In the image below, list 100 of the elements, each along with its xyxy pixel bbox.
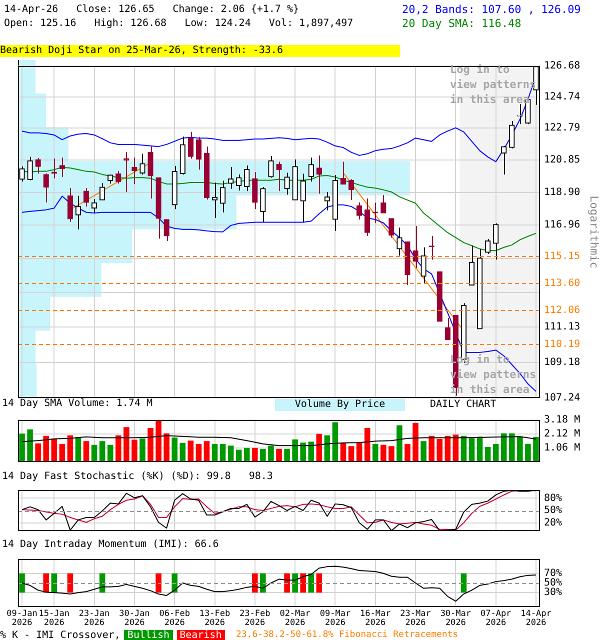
legend-title: % K - IMI Crossover, (0, 630, 120, 640)
candlestick (228, 166, 234, 190)
candlestick (356, 202, 362, 220)
bar (396, 425, 402, 462)
text: 20 Day SMA: 116.48 (402, 17, 522, 30)
x-tick-label: 30-Mar 2026 (440, 608, 472, 628)
y-tick-label: 107.24 (544, 392, 580, 404)
text: Bearish (176, 630, 225, 640)
y-tick-label: 122.79 (544, 122, 580, 134)
candlestick (412, 225, 418, 269)
ref-line-label: 110.19 (544, 339, 580, 350)
bar (468, 438, 475, 462)
chart-title: 14 Day Intraday Momentum (IMI): 66.6 (2, 539, 219, 551)
candlestick (444, 318, 450, 340)
candlestick (75, 195, 82, 230)
candlestick (132, 157, 138, 185)
bar (99, 441, 106, 462)
bar (500, 433, 507, 462)
y-tick-label: 3.18 M (544, 414, 580, 426)
bar (244, 448, 250, 462)
x-tick-label: 23-Feb 2026 (240, 608, 270, 628)
bar (27, 429, 33, 462)
candlestick (91, 198, 98, 214)
candlestick (276, 161, 282, 192)
bar (525, 444, 531, 462)
bar (420, 441, 426, 462)
y-tick-label: 118.90 (544, 186, 580, 198)
ref-line-label: 112.06 (544, 305, 580, 316)
x-tick-label: 13-Feb 2026 (199, 608, 230, 628)
candlestick (396, 227, 402, 256)
x-tick-label: 23-Mar 2026 (400, 608, 431, 628)
bar (124, 427, 130, 462)
text: 20,2 Bands: 107.60 , 126.09 (402, 3, 581, 16)
candlestick (493, 222, 499, 260)
x-tick-label: 23-Jan 2026 (78, 608, 110, 628)
bar (364, 428, 370, 462)
bar (517, 436, 523, 462)
candlestick (236, 174, 242, 191)
y-tick-label: 1.06 M (544, 442, 580, 454)
bar (148, 428, 154, 462)
bar (268, 446, 274, 462)
x-tick-label: 30-Jan 2026 (119, 608, 150, 628)
bar (252, 448, 258, 462)
bar (428, 436, 434, 462)
bar (180, 442, 186, 462)
chart-title: 14-Apr-26 Close: 126.65 Change: 2.06 {+1.7 %} (4, 4, 300, 16)
text: DAILY CHART (430, 399, 496, 411)
text: 23.6-38.2-50-61.8% Fibonacci Retracements (236, 630, 458, 640)
y-tick-label: 20% (544, 517, 562, 528)
chart-title: 14 Day Fast Stochastic (%K) (%D): 99.8 98.3 (2, 471, 273, 483)
bar (509, 433, 515, 462)
candlestick (468, 245, 475, 286)
x-tick-label: 14-Apr 2026 (520, 608, 552, 628)
x-tick-label: 16-Mar 2026 (360, 608, 391, 628)
bar (292, 439, 298, 462)
chart-title: 14 Day SMA Volume: 1.74 M (2, 398, 153, 410)
bar (132, 440, 138, 462)
bar (35, 443, 41, 462)
candlestick (501, 145, 507, 175)
x-tick-label: 09-Jan 2026 (6, 608, 38, 628)
text: Bullish (124, 630, 173, 640)
y-tick-label: 80% (544, 492, 562, 504)
bar (172, 438, 178, 462)
candlestick (420, 246, 426, 285)
bar (332, 422, 338, 462)
y-tick-label: 120.85 (544, 154, 580, 166)
y-tick-label: 109.18 (544, 356, 580, 368)
text: Bearish Doji Star on 25-Mar-26, Strength: -33.6 (0, 45, 400, 57)
candlestick (340, 161, 346, 185)
bar (436, 438, 443, 462)
candlestick (212, 182, 218, 218)
x-tick-label: 06-Feb 2026 (159, 608, 190, 628)
bar (260, 448, 266, 462)
y-tick-label: 111.13 (544, 322, 580, 333)
bar (308, 442, 314, 462)
candlestick (388, 218, 394, 238)
bar (51, 438, 58, 462)
bar (404, 444, 410, 462)
x-tick-label: 09-Mar 2026 (320, 608, 351, 628)
x-tick-label: 15-Jan 2026 (38, 608, 70, 628)
text: Volume By Price (275, 399, 405, 411)
x-tick-label: 02-Mar 2026 (280, 608, 310, 628)
bar (284, 448, 290, 462)
y-axis-title: Logarithmic (588, 196, 600, 268)
bar (533, 436, 539, 462)
y-tick-label: 50% (544, 578, 562, 589)
bar (380, 444, 386, 462)
bar (228, 446, 234, 462)
bar (19, 434, 25, 462)
ref-line-label: 115.15 (544, 251, 580, 262)
bar (115, 435, 122, 462)
bar (156, 420, 162, 462)
candlestick (324, 191, 330, 211)
bar (372, 444, 378, 462)
candlestick (509, 120, 515, 149)
bar (188, 440, 194, 462)
candlestick (364, 198, 370, 236)
candlestick (188, 131, 194, 160)
candlestick (316, 154, 322, 194)
y-tick-label: 116.96 (544, 220, 580, 231)
